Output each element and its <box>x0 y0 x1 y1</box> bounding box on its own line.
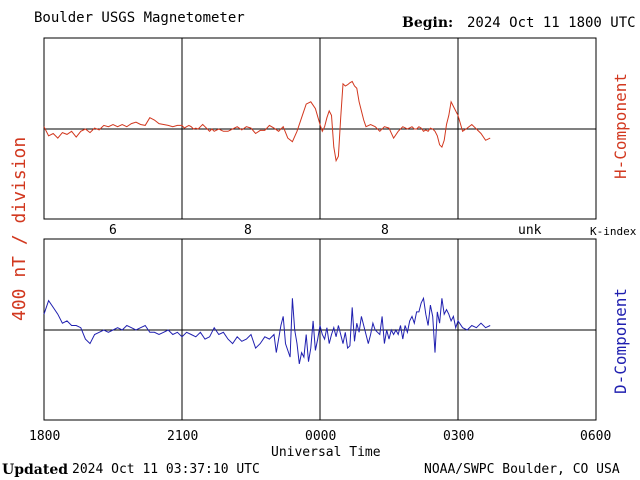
h-component-label: H-Component <box>611 73 630 179</box>
kindex-value: 6 <box>109 223 117 238</box>
h-component-panel <box>43 37 597 220</box>
d-component-label: D-Component <box>611 288 630 394</box>
updated-label: Updated <box>2 462 69 478</box>
source-credit: NOAA/SWPC Boulder, CO USA <box>424 462 620 477</box>
y-scale-label: 400 nT / division <box>9 136 30 321</box>
begin-label: Begin: <box>402 15 454 31</box>
h-component-series-line <box>43 80 491 163</box>
x-axis-label: Universal Time <box>271 445 381 460</box>
kindex-value: unk <box>518 223 542 238</box>
x-tick-label: 0300 <box>443 429 475 444</box>
x-tick-label: 1800 <box>29 429 61 444</box>
begin-value: 2024 Oct 11 1800 UTC <box>467 15 636 31</box>
kindex-value: 8 <box>244 223 252 238</box>
updated-value: 2024 Oct 11 03:37:10 UTC <box>72 462 260 477</box>
chart-title: Boulder USGS Magnetometer <box>34 10 245 26</box>
d-component-panel <box>43 238 597 421</box>
x-tick-label: 2100 <box>167 429 199 444</box>
kindex-label: K-index <box>590 225 637 238</box>
x-tick-label: 0000 <box>305 429 337 444</box>
d-component-series-line <box>43 296 491 364</box>
kindex-value: 8 <box>381 223 389 238</box>
x-tick-label: 0600 <box>580 429 612 444</box>
